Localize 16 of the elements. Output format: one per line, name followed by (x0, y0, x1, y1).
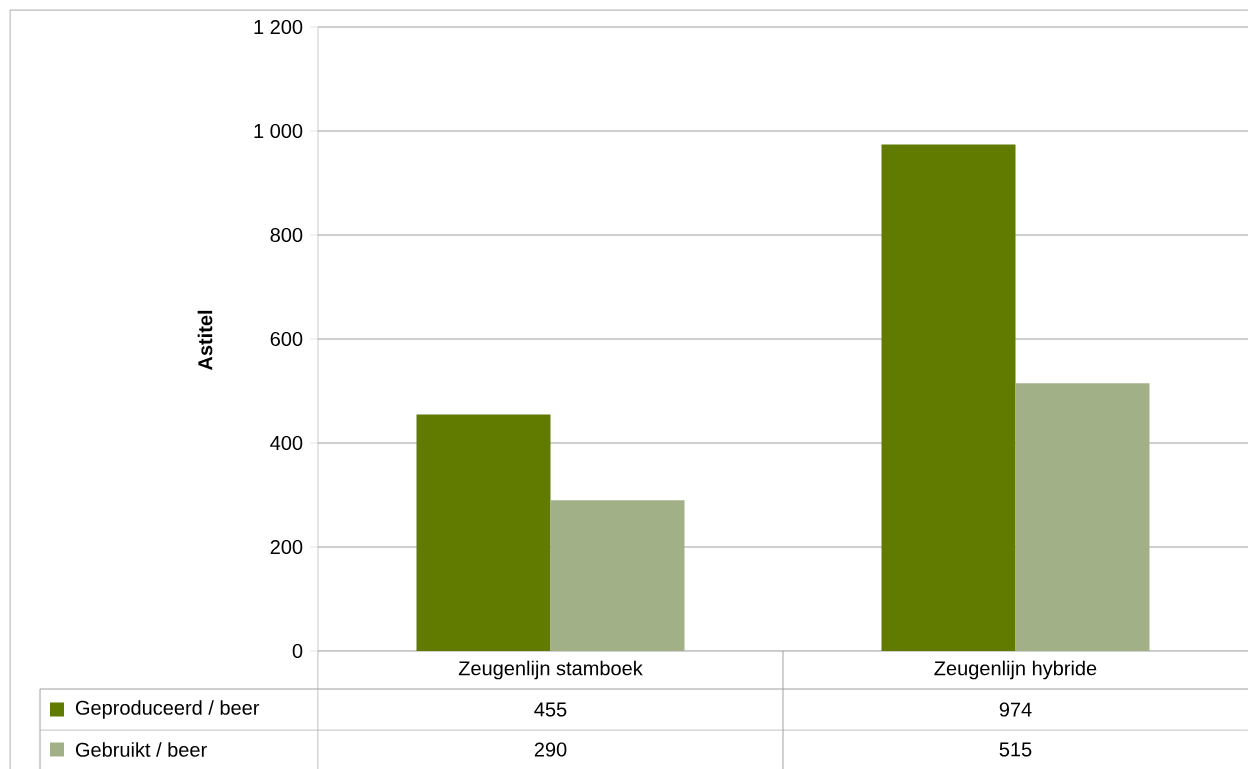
y-tick-label: 600 (270, 331, 303, 347)
y-tick-label: 400 (270, 435, 303, 451)
data-label: 455 (534, 702, 567, 717)
data-label: 974 (999, 702, 1032, 717)
y-tick-label: 800 (270, 227, 303, 243)
y-tick-label: 1 000 (254, 123, 303, 139)
y-tick-label: 200 (270, 539, 303, 555)
y-tick-label: 0 (292, 643, 303, 659)
legend-label: Gebruikt / beer (75, 742, 207, 757)
data-label: 290 (534, 742, 567, 757)
y-axis-title: Astitel (197, 310, 213, 371)
legend-label: Geproduceerd / beer (75, 700, 260, 719)
y-tick-label: 1 200 (254, 19, 303, 35)
x-tick-label: Zeugenlijn stamboek (458, 660, 643, 680)
data-label: 515 (999, 742, 1032, 757)
x-tick-label: Zeugenlijn hybride (934, 660, 1097, 680)
